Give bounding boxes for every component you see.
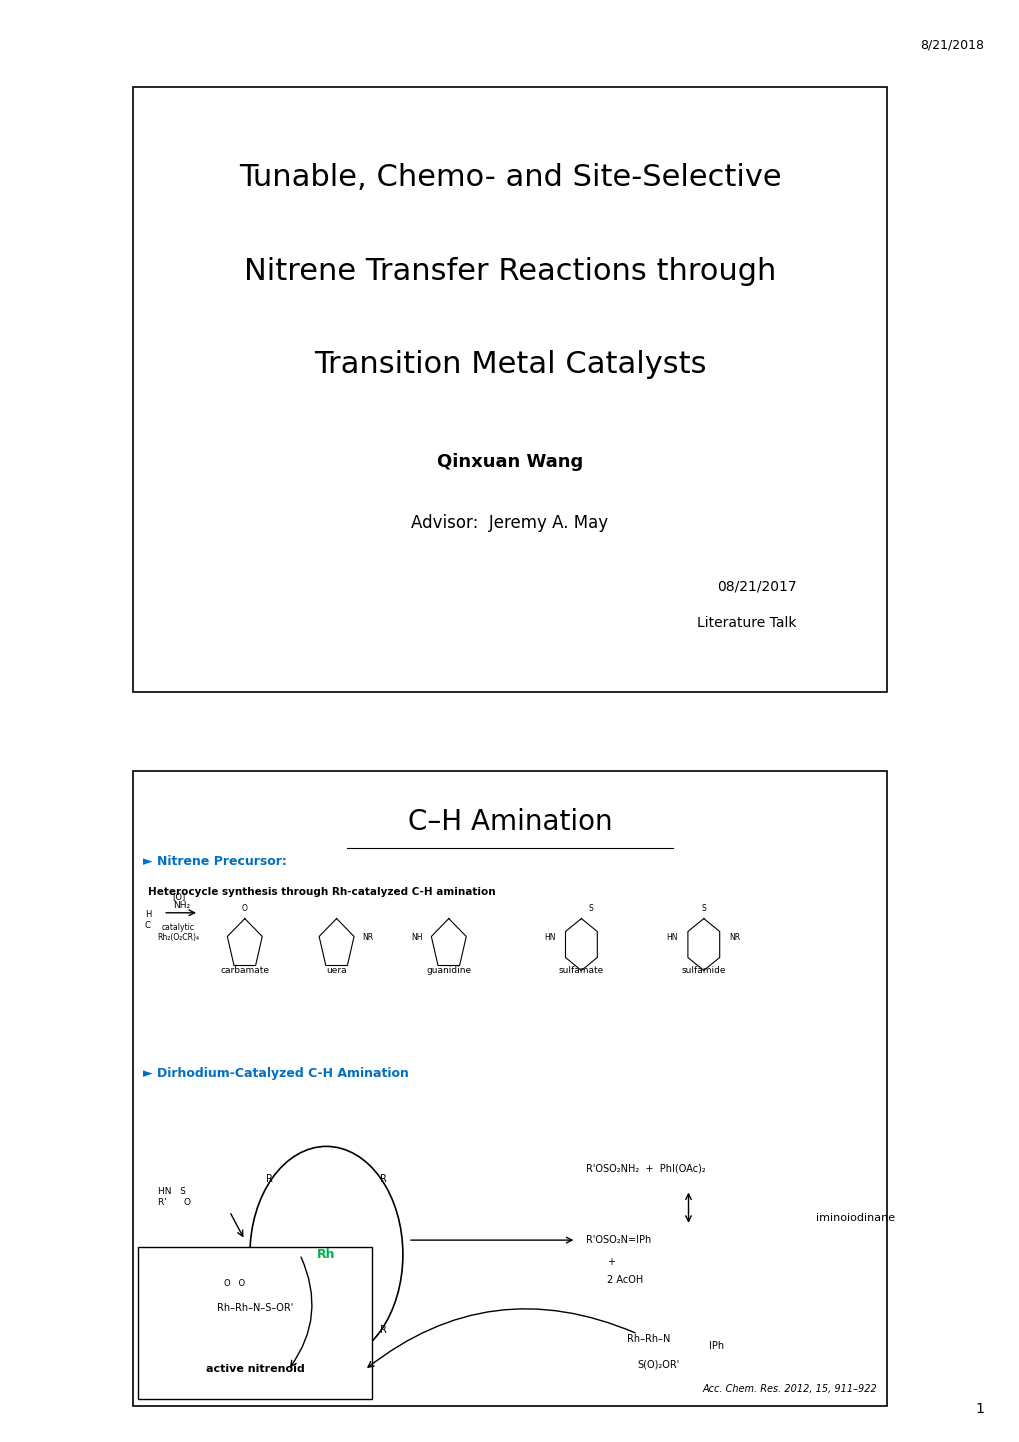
Text: sulfamide: sulfamide [681, 966, 726, 975]
Text: O: O [242, 904, 248, 913]
Text: NH: NH [412, 933, 423, 942]
Text: NR: NR [362, 933, 373, 942]
Text: iminoiodinane: iminoiodinane [815, 1214, 895, 1223]
Text: guanidine: guanidine [426, 966, 471, 975]
Text: C–H Amination: C–H Amination [408, 808, 611, 835]
Text: uera: uera [326, 966, 346, 975]
Text: ► Dirhodium-Catalyzed C-H Amination: ► Dirhodium-Catalyzed C-H Amination [143, 1067, 409, 1080]
Text: 8/21/2018: 8/21/2018 [919, 39, 983, 52]
Text: Heterocycle synthesis through Rh-catalyzed C-H amination: Heterocycle synthesis through Rh-catalyz… [148, 887, 495, 897]
Text: S(O)₂OR': S(O)₂OR' [637, 1360, 679, 1370]
Text: HN: HN [666, 933, 678, 942]
Text: R'OSO₂N=IPh: R'OSO₂N=IPh [586, 1236, 651, 1244]
Text: R: R [323, 1380, 329, 1390]
Text: NR: NR [729, 933, 740, 942]
Text: Acc. Chem. Res. 2012, 15, 911–922: Acc. Chem. Res. 2012, 15, 911–922 [702, 1384, 876, 1394]
Text: ► Nitrene Precursor:: ► Nitrene Precursor: [143, 855, 286, 868]
Text: R: R [266, 1325, 273, 1335]
Text: S: S [588, 904, 592, 913]
Text: R: R [379, 1174, 386, 1184]
Text: Literature Talk: Literature Talk [697, 616, 796, 630]
Text: H
C: H C [145, 910, 151, 930]
Text: catalytic
Rh₂(O₂CR)₄: catalytic Rh₂(O₂CR)₄ [157, 923, 200, 942]
Text: NH₂: NH₂ [173, 901, 191, 910]
FancyBboxPatch shape [138, 1247, 372, 1399]
Text: sulfamate: sulfamate [558, 966, 603, 975]
Text: Advisor:  Jeremy A. May: Advisor: Jeremy A. May [411, 513, 608, 532]
Text: Transition Metal Catalysts: Transition Metal Catalysts [314, 350, 705, 379]
Text: Rh–Rh–N–S–OR': Rh–Rh–N–S–OR' [217, 1304, 292, 1312]
FancyBboxPatch shape [132, 87, 887, 692]
Text: HN: HN [544, 933, 555, 942]
Text: HN   S
R'      O: HN S R' O [158, 1187, 191, 1207]
Text: R: R [266, 1174, 273, 1184]
Text: Qinxuan Wang: Qinxuan Wang [436, 453, 583, 472]
Text: [O]: [O] [172, 893, 184, 901]
FancyBboxPatch shape [132, 771, 887, 1406]
Text: IPh: IPh [708, 1341, 723, 1351]
Text: +: + [606, 1257, 614, 1266]
Text: R'OSO₂NH₂  +  PhI(OAc)₂: R'OSO₂NH₂ + PhI(OAc)₂ [586, 1164, 705, 1172]
Text: carbamate: carbamate [220, 966, 269, 975]
Text: 08/21/2017: 08/21/2017 [716, 580, 796, 594]
Text: Nitrene Transfer Reactions through: Nitrene Transfer Reactions through [244, 257, 775, 286]
Text: 2 AcOH: 2 AcOH [606, 1276, 643, 1285]
Text: S: S [701, 904, 705, 913]
Text: R: R [379, 1325, 386, 1335]
Text: Rh–Rh–N: Rh–Rh–N [627, 1334, 671, 1344]
Text: O   O: O O [224, 1279, 245, 1288]
Text: 1: 1 [974, 1402, 983, 1416]
Text: Tunable, Chemo- and Site-Selective: Tunable, Chemo- and Site-Selective [238, 163, 781, 192]
Text: active nitrenoid: active nitrenoid [206, 1364, 304, 1374]
Text: Rh: Rh [317, 1247, 335, 1262]
